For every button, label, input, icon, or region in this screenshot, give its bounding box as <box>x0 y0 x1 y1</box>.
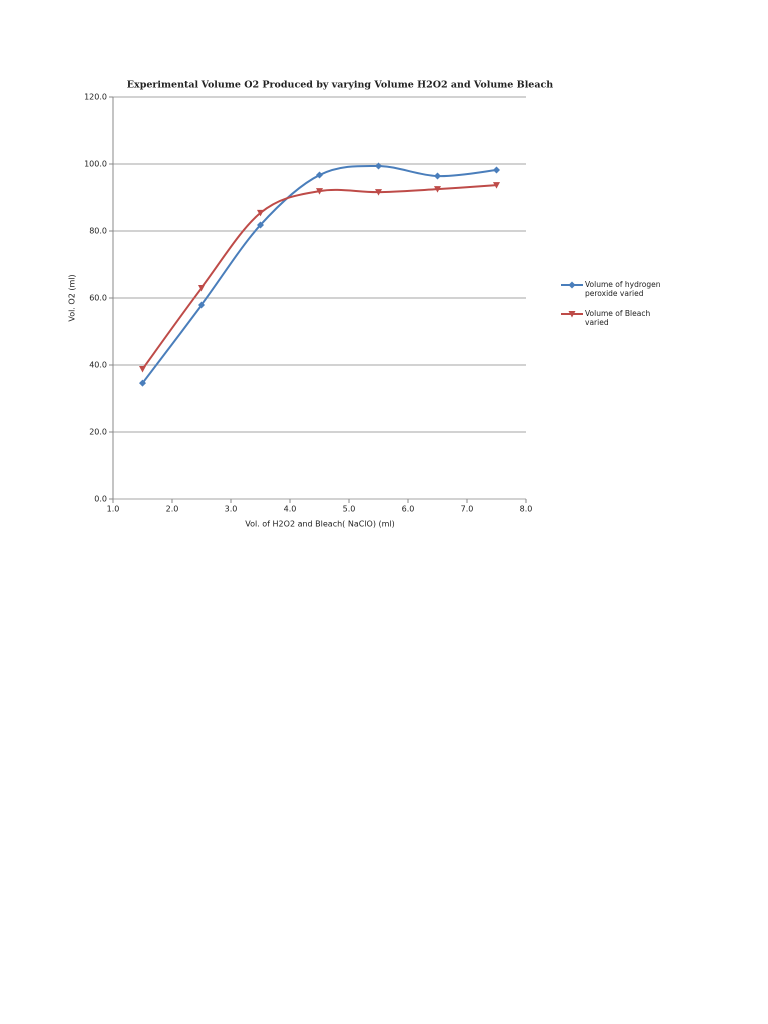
point <box>198 301 205 309</box>
y-axis-title: Vol. O2 (ml) <box>68 274 77 321</box>
point <box>198 284 205 292</box>
y-tick-label: 100.0 <box>84 160 107 169</box>
y-tick-label: 40.0 <box>89 361 107 370</box>
point <box>493 166 500 174</box>
point <box>257 209 264 217</box>
point <box>493 182 500 189</box>
y-tick-label: 60.0 <box>89 294 107 303</box>
series-line <box>141 164 497 384</box>
x-tick-label: 5.0 <box>343 505 356 514</box>
point <box>434 172 441 180</box>
y-tick-label: 80.0 <box>89 227 107 236</box>
x-tick-label: 3.0 <box>225 505 238 514</box>
point <box>375 189 382 196</box>
x-tick-label: 2.0 <box>166 505 179 514</box>
x-tick-label: 7.0 <box>461 505 474 514</box>
point <box>434 186 441 193</box>
x-tick-label: 8.0 <box>520 505 533 514</box>
point <box>257 221 264 229</box>
legend-swatch <box>561 311 583 318</box>
point <box>139 366 146 373</box>
x-tick-label: 4.0 <box>284 505 297 514</box>
point <box>139 379 146 387</box>
y-tick-label: 20.0 <box>89 428 107 437</box>
x-tick-label: 1.0 <box>107 505 120 514</box>
x-axis-title: Vol. of H2O2 and Bleach( NaClO) (ml) <box>245 520 395 529</box>
chart-title: Experimental Volume O2 Produced by varyi… <box>127 80 553 91</box>
x-tick-label: 6.0 <box>402 505 415 514</box>
legend-label: Volume of hydrogen peroxide varied <box>585 280 661 298</box>
legend-label: Volume of Bleach varied <box>585 309 651 327</box>
y-tick-label: 120.0 <box>84 93 107 102</box>
y-tick-label: 0.0 <box>94 495 107 504</box>
point <box>375 162 382 170</box>
point <box>316 188 323 195</box>
series-line <box>141 184 497 370</box>
point <box>316 171 323 179</box>
legend-swatch <box>561 281 583 289</box>
